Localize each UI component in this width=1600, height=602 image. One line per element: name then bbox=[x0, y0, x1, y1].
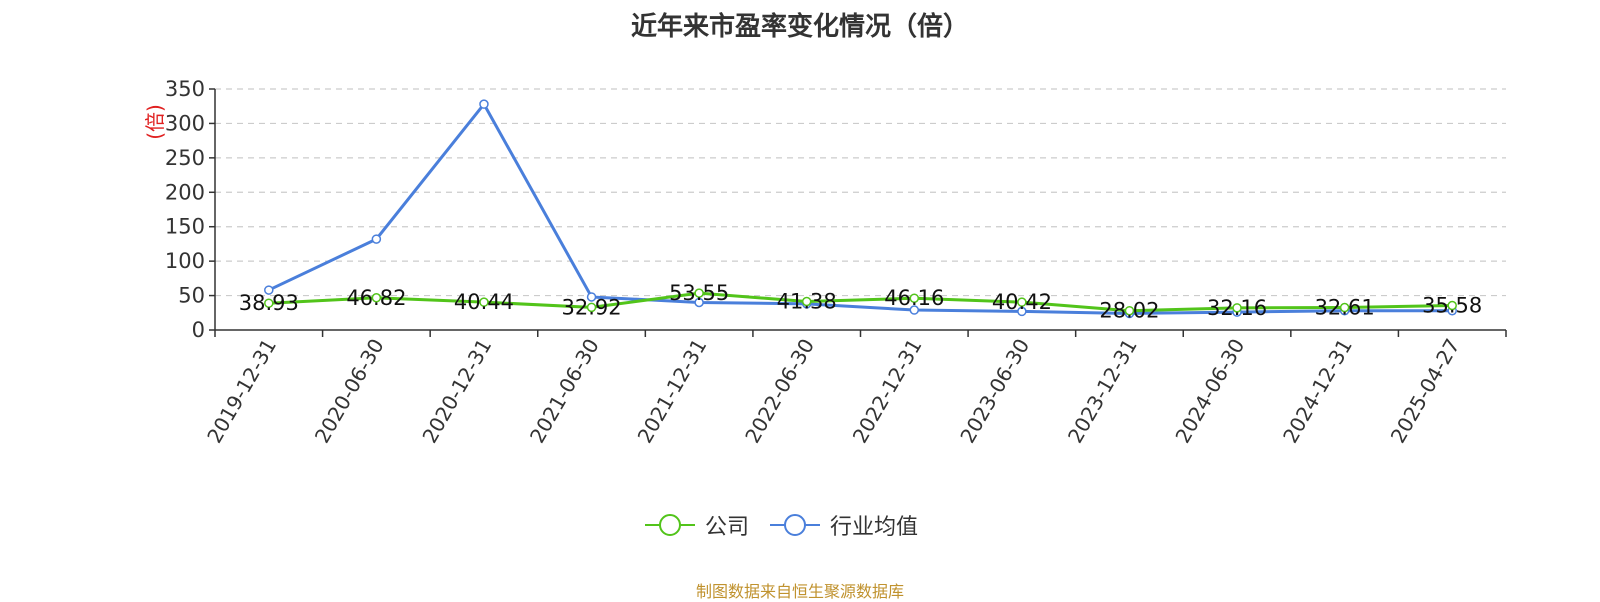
data-label-company: 32.92 bbox=[561, 295, 621, 319]
x-tick-label: 2019-12-31 bbox=[202, 335, 281, 448]
data-point-industry bbox=[1017, 306, 1027, 317]
data-label-company: 40.44 bbox=[454, 290, 514, 314]
y-tick-label: 350 bbox=[165, 77, 205, 101]
data-point-company bbox=[1124, 305, 1135, 316]
x-tick-label: 2021-06-30 bbox=[525, 335, 604, 448]
data-label-company: 40.42 bbox=[992, 290, 1052, 314]
data-point-industry bbox=[694, 297, 704, 308]
data-point-industry bbox=[479, 99, 489, 109]
series-line-company bbox=[268, 291, 1453, 313]
y-tick-label: 0 bbox=[192, 318, 205, 342]
legend-marker-company bbox=[645, 514, 695, 536]
grid-lines bbox=[215, 88, 1506, 297]
data-point-industry bbox=[264, 285, 274, 295]
y-tick-label: 50 bbox=[178, 284, 205, 308]
data-point-company bbox=[371, 293, 382, 303]
series-lines bbox=[264, 99, 1457, 319]
data-label-company: 28.02 bbox=[1099, 299, 1159, 323]
data-label-company: 41.38 bbox=[777, 290, 837, 314]
x-tick-label: 2022-06-30 bbox=[740, 335, 819, 448]
chart-title: 近年来市盈率变化情况（倍） bbox=[630, 12, 969, 42]
data-point-industry bbox=[371, 234, 382, 244]
data-point-company bbox=[694, 288, 704, 298]
y-tick-label: 300 bbox=[165, 111, 205, 135]
data-point-company bbox=[1017, 297, 1027, 307]
data-point-company bbox=[479, 297, 489, 307]
data-labels: 38.93 46.82 40.44 32.92 53.55 41.38 46.16 40.42… bbox=[239, 281, 1483, 323]
data-label-company: 53.55 bbox=[669, 281, 729, 305]
source-note: 制图数据来自恒生聚源数据库 bbox=[695, 582, 904, 601]
x-tick-label: 2021-12-31 bbox=[633, 335, 712, 448]
data-label-company: 46.16 bbox=[884, 286, 944, 310]
axes: 0 50 100 150 200 250 300 350 2019-12-31 2020-06-3… bbox=[165, 77, 1507, 448]
x-tick-label: 2020-12-31 bbox=[417, 335, 496, 448]
data-point-company bbox=[1447, 300, 1457, 311]
legend-label-industry: 行业均值 bbox=[830, 515, 919, 540]
y-tick-label: 150 bbox=[165, 215, 205, 239]
data-label-company: 32.61 bbox=[1315, 296, 1375, 320]
data-label-company: 46.82 bbox=[346, 286, 406, 310]
data-point-company bbox=[1339, 302, 1350, 313]
data-label-company: 32.16 bbox=[1207, 296, 1267, 320]
series-line-industry bbox=[268, 102, 1453, 315]
x-tick-label: 2023-12-31 bbox=[1063, 335, 1142, 448]
x-tick-label: 2022-12-31 bbox=[848, 335, 927, 448]
legend-item-company[interactable]: 公司 bbox=[645, 510, 749, 540]
data-label-company: 35.58 bbox=[1422, 294, 1482, 318]
data-point-company bbox=[1232, 303, 1242, 313]
legend-item-industry[interactable]: 行业均值 bbox=[770, 510, 918, 540]
data-point-industry bbox=[909, 305, 920, 315]
data-point-company bbox=[264, 298, 274, 308]
y-tick-label: 100 bbox=[165, 249, 205, 273]
x-tick-label: 2023-06-30 bbox=[955, 335, 1034, 448]
legend-label-company: 公司 bbox=[705, 515, 750, 540]
data-label-company: 38.93 bbox=[239, 291, 299, 315]
x-tick-label: 2024-12-31 bbox=[1278, 335, 1357, 448]
legend-marker-industry bbox=[770, 514, 820, 536]
x-tick-label: 2020-06-30 bbox=[310, 335, 389, 448]
y-axis-label: (倍) bbox=[143, 104, 167, 140]
y-tick-label: 200 bbox=[165, 180, 205, 204]
data-point-company bbox=[586, 302, 597, 313]
x-tick-label: 2025-04-27 bbox=[1386, 335, 1465, 448]
x-tick-label: 2024-06-30 bbox=[1170, 335, 1249, 448]
data-point-company bbox=[909, 293, 920, 303]
data-point-company bbox=[801, 296, 812, 307]
y-tick-label: 250 bbox=[165, 146, 205, 170]
data-point-industry bbox=[586, 292, 597, 302]
